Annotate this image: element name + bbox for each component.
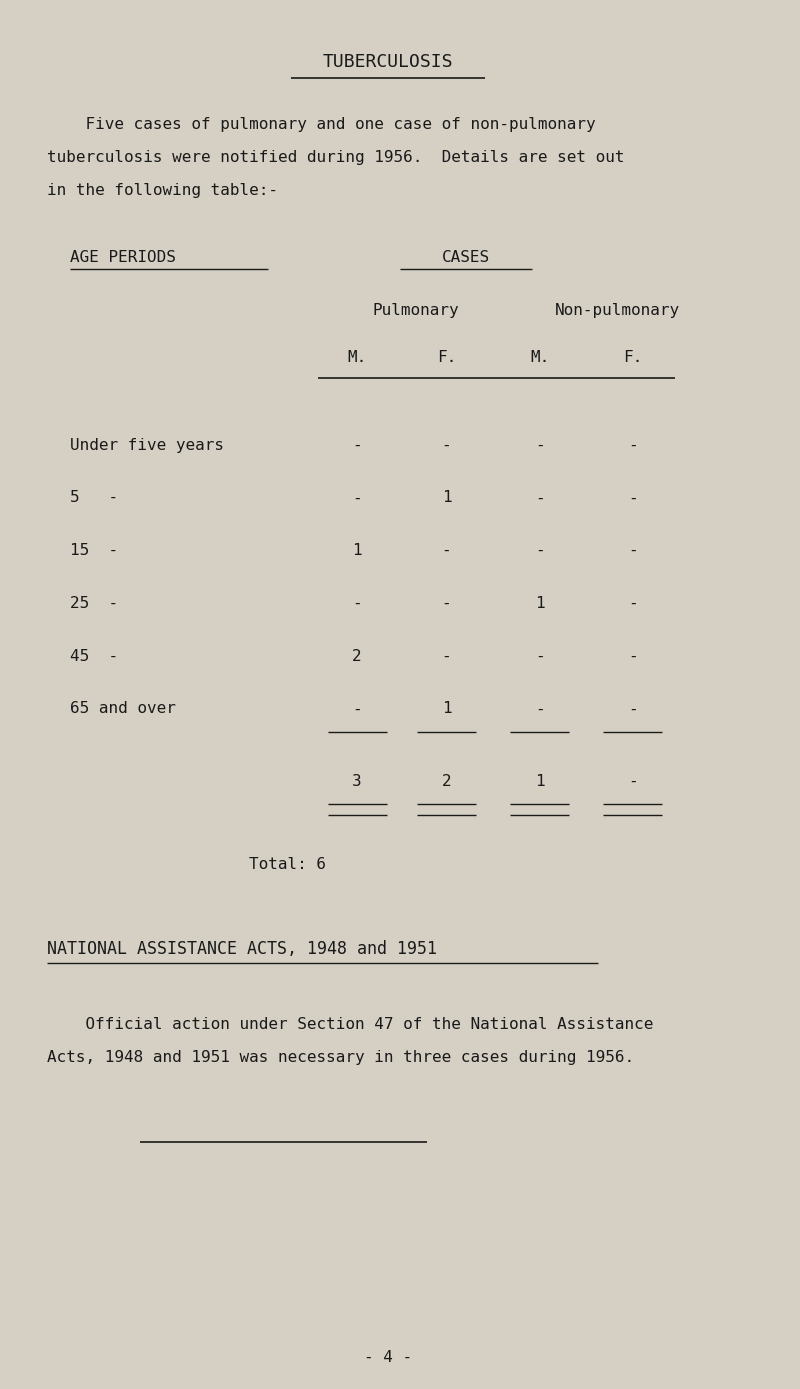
Text: Pulmonary: Pulmonary [372, 303, 458, 318]
Text: 1: 1 [535, 596, 545, 611]
Text: 1: 1 [442, 490, 451, 506]
Text: -: - [628, 649, 638, 664]
Text: Official action under Section 47 of the National Assistance: Official action under Section 47 of the … [46, 1017, 653, 1032]
Text: tuberculosis were notified during 1956.  Details are set out: tuberculosis were notified during 1956. … [46, 150, 624, 165]
Text: Non-pulmonary: Non-pulmonary [554, 303, 680, 318]
Text: -: - [535, 701, 545, 717]
Text: -: - [535, 438, 545, 453]
Text: M.: M. [347, 350, 366, 365]
Text: -: - [352, 490, 362, 506]
Text: Total: 6: Total: 6 [249, 857, 326, 872]
Text: 1: 1 [352, 543, 362, 558]
Text: 2: 2 [352, 649, 362, 664]
Text: NATIONAL ASSISTANCE ACTS, 1948 and 1951: NATIONAL ASSISTANCE ACTS, 1948 and 1951 [46, 940, 437, 958]
Text: 15  -: 15 - [70, 543, 118, 558]
Text: F.: F. [437, 350, 456, 365]
Text: in the following table:-: in the following table:- [46, 183, 278, 199]
Text: 2: 2 [442, 774, 451, 789]
Text: 45  -: 45 - [70, 649, 118, 664]
Text: -: - [628, 490, 638, 506]
Text: 65 and over: 65 and over [70, 701, 176, 717]
Text: -: - [442, 649, 451, 664]
Text: -: - [628, 596, 638, 611]
Text: -: - [442, 438, 451, 453]
Text: -: - [535, 543, 545, 558]
Text: -: - [442, 543, 451, 558]
Text: Under five years: Under five years [70, 438, 224, 453]
Text: 3: 3 [352, 774, 362, 789]
Text: F.: F. [623, 350, 642, 365]
Text: 1: 1 [442, 701, 451, 717]
Text: -: - [535, 649, 545, 664]
Text: M.: M. [530, 350, 550, 365]
Text: Acts, 1948 and 1951 was necessary in three cases during 1956.: Acts, 1948 and 1951 was necessary in thr… [46, 1050, 634, 1065]
Text: -: - [352, 701, 362, 717]
Text: -: - [628, 701, 638, 717]
Text: -: - [535, 490, 545, 506]
Text: -: - [628, 438, 638, 453]
Text: -: - [352, 596, 362, 611]
Text: -: - [352, 438, 362, 453]
Text: 5   -: 5 - [70, 490, 118, 506]
Text: 25  -: 25 - [70, 596, 118, 611]
Text: - 4 -: - 4 - [364, 1350, 412, 1365]
Text: Five cases of pulmonary and one case of non-pulmonary: Five cases of pulmonary and one case of … [46, 117, 595, 132]
Text: -: - [628, 774, 638, 789]
Text: -: - [442, 596, 451, 611]
Text: TUBERCULOSIS: TUBERCULOSIS [323, 53, 454, 71]
Text: CASES: CASES [442, 250, 490, 265]
Text: -: - [628, 543, 638, 558]
Text: AGE PERIODS: AGE PERIODS [70, 250, 176, 265]
Text: 1: 1 [535, 774, 545, 789]
